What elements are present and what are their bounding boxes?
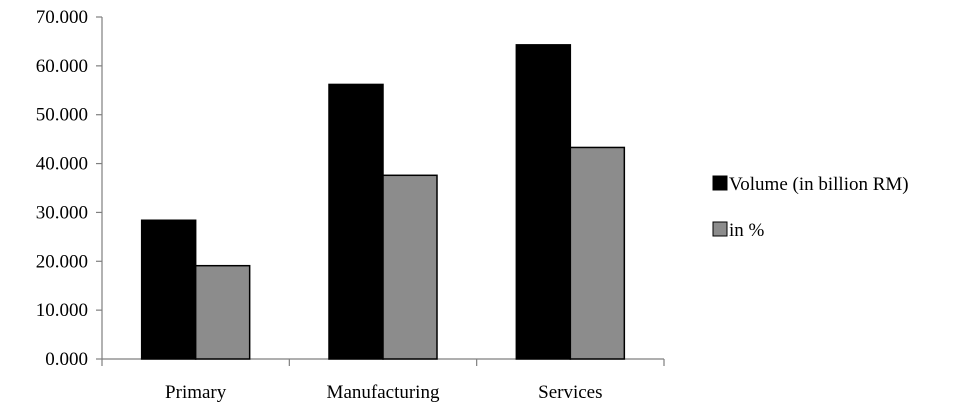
x-tick-label: Services xyxy=(538,382,602,403)
x-tick-label: Manufacturing xyxy=(327,382,440,403)
y-tick-label: 10.000 xyxy=(36,300,88,321)
legend-swatch xyxy=(712,175,728,191)
axes: 0.000 10.000 20.000 30.000 40.000 50.000 60.00… xyxy=(36,7,665,403)
bar-volume xyxy=(328,83,384,360)
x-tick-label: Primary xyxy=(165,382,227,403)
bar-percent xyxy=(569,146,626,360)
y-tick-label: 40.000 xyxy=(36,154,88,175)
bars xyxy=(140,44,626,360)
y-tick-label: 60.000 xyxy=(36,56,88,77)
bar-volume xyxy=(140,219,197,360)
bar-volume xyxy=(515,44,572,360)
legend: Volume (in billion RM) in % xyxy=(712,174,909,241)
bar-percent xyxy=(194,264,251,360)
y-tick-label: 70.000 xyxy=(36,7,88,28)
legend-label: Volume (in billion RM) xyxy=(729,174,909,195)
y-tick-label: 30.000 xyxy=(36,202,88,223)
legend-label: in % xyxy=(729,220,765,241)
y-tick-label: 20.000 xyxy=(36,251,88,272)
y-tick-label: 50.000 xyxy=(36,105,88,126)
legend-swatch xyxy=(712,221,728,237)
bar-percent xyxy=(382,174,438,360)
y-tick-label: 0.000 xyxy=(45,349,88,370)
